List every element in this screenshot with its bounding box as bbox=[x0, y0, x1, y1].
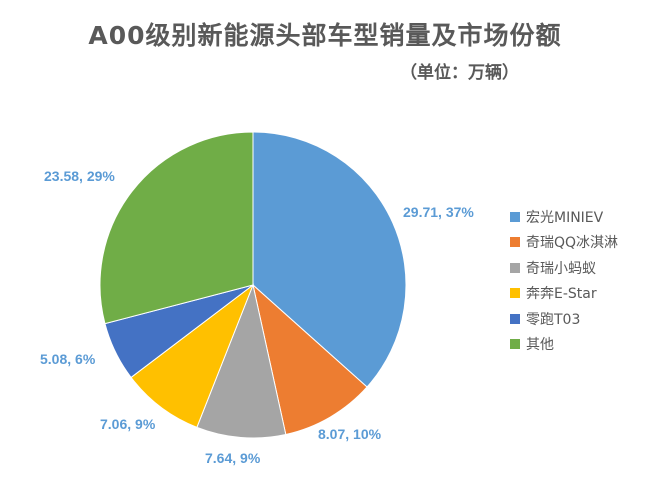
legend-item-little-ant: 奇瑞小蚂蚁 bbox=[510, 255, 618, 281]
pie-slice bbox=[130, 283, 255, 428]
chart-subtitle-unit: （单位：万辆） bbox=[400, 63, 519, 83]
legend-item-qq-icecream: 奇瑞QQ冰淇淋 bbox=[510, 230, 618, 256]
legend-swatch bbox=[510, 313, 520, 324]
legend-swatch bbox=[510, 288, 520, 299]
legend-swatch bbox=[510, 262, 520, 273]
legend-item-others: 其他 bbox=[510, 332, 618, 358]
data-label-benben: 7.06, 9% bbox=[100, 416, 156, 432]
legend-item-benben: 奔奔E-Star bbox=[510, 281, 618, 307]
legend-swatch bbox=[510, 237, 520, 248]
chart-legend: 宏光MINIEV 奇瑞QQ冰淇淋 奇瑞小蚂蚁 奔奔E-Star 零跑T03 其他 bbox=[510, 204, 618, 357]
legend-label: 奇瑞小蚂蚁 bbox=[526, 260, 596, 277]
legend-label: 奇瑞QQ冰淇淋 bbox=[526, 235, 619, 252]
pie-slice bbox=[252, 131, 407, 388]
pie-slice bbox=[99, 131, 254, 325]
legend-label: 其他 bbox=[526, 337, 554, 354]
pie-slice bbox=[196, 283, 287, 439]
chart-title: A00级别新能源头部车型销量及市场份额 bbox=[88, 21, 562, 50]
legend-label: 宏光MINIEV bbox=[526, 209, 604, 226]
legend-swatch bbox=[510, 211, 520, 222]
data-label-leapmotor: 5.08, 6% bbox=[40, 351, 96, 367]
data-label-little-ant: 7.64, 9% bbox=[205, 450, 261, 466]
pie-slice bbox=[252, 283, 368, 436]
legend-item-leapmotor: 零跑T03 bbox=[510, 306, 618, 332]
data-label-others: 23.58, 29% bbox=[44, 168, 115, 184]
legend-swatch bbox=[510, 339, 520, 350]
data-label-hongguang: 29.71, 37% bbox=[403, 204, 474, 220]
legend-label: 零跑T03 bbox=[526, 311, 581, 328]
data-label-qq-icecream: 8.07, 10% bbox=[318, 426, 382, 442]
legend-label: 奔奔E-Star bbox=[526, 286, 597, 303]
legend-item-hongguang: 宏光MINIEV bbox=[510, 204, 618, 230]
